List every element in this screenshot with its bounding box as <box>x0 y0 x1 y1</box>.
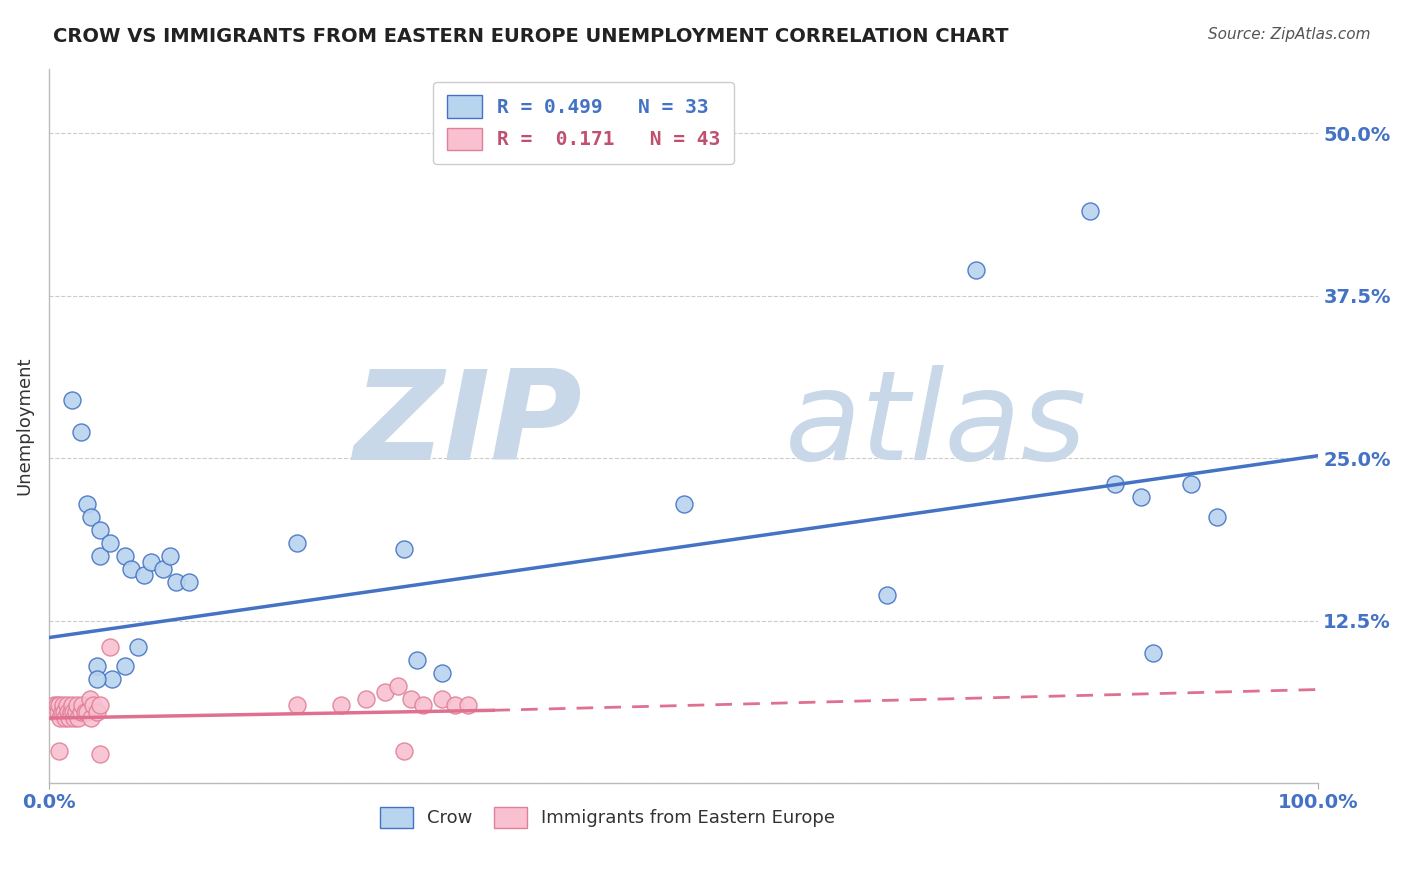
Point <box>127 640 149 654</box>
Point <box>48 698 70 712</box>
Point <box>406 652 429 666</box>
Point <box>139 555 162 569</box>
Text: ZIP: ZIP <box>353 366 582 486</box>
Point <box>76 497 98 511</box>
Point <box>98 640 121 654</box>
Point <box>98 535 121 549</box>
Point <box>65 705 87 719</box>
Point <box>394 743 416 757</box>
Point <box>444 698 467 712</box>
Point <box>101 672 124 686</box>
Point <box>89 549 111 563</box>
Point <box>152 562 174 576</box>
Point <box>412 698 434 712</box>
Point <box>165 574 187 589</box>
Point <box>46 705 69 719</box>
Point <box>89 698 111 712</box>
Legend: Crow, Immigrants from Eastern Europe: Crow, Immigrants from Eastern Europe <box>373 799 842 835</box>
Point <box>60 698 83 712</box>
Point <box>177 574 200 589</box>
Y-axis label: Unemployment: Unemployment <box>15 357 32 495</box>
Point <box>52 698 75 712</box>
Point <box>70 698 93 712</box>
Point <box>121 562 143 576</box>
Text: atlas: atlas <box>785 366 1087 486</box>
Point <box>285 698 308 712</box>
Point <box>1104 477 1126 491</box>
Point <box>432 691 454 706</box>
Point <box>134 568 156 582</box>
Point <box>66 698 89 712</box>
Point <box>44 705 66 719</box>
Point <box>56 705 79 719</box>
Point <box>374 685 396 699</box>
Point <box>48 743 70 757</box>
Point <box>60 392 83 407</box>
Point <box>89 523 111 537</box>
Point <box>80 509 103 524</box>
Point <box>51 705 73 719</box>
Point <box>59 705 82 719</box>
Point <box>49 711 72 725</box>
Point <box>1078 204 1101 219</box>
Point <box>356 691 378 706</box>
Point <box>42 698 65 712</box>
Point <box>876 588 898 602</box>
Point <box>89 747 111 762</box>
Point <box>67 711 90 725</box>
Point <box>63 711 86 725</box>
Text: CROW VS IMMIGRANTS FROM EASTERN EUROPE UNEMPLOYMENT CORRELATION CHART: CROW VS IMMIGRANTS FROM EASTERN EUROPE U… <box>53 27 1010 45</box>
Point <box>394 542 416 557</box>
Point <box>76 705 98 719</box>
Point <box>1142 646 1164 660</box>
Point <box>86 672 108 686</box>
Point <box>82 698 104 712</box>
Point <box>114 659 136 673</box>
Point <box>55 698 77 712</box>
Point <box>159 549 181 563</box>
Point <box>80 711 103 725</box>
Point <box>69 425 91 440</box>
Point <box>1180 477 1202 491</box>
Point <box>114 549 136 563</box>
Point <box>45 698 67 712</box>
Point <box>399 691 422 706</box>
Point <box>55 711 77 725</box>
Point <box>672 497 695 511</box>
Point <box>69 705 91 719</box>
Point <box>58 711 80 725</box>
Point <box>1205 509 1227 524</box>
Point <box>329 698 352 712</box>
Point <box>285 535 308 549</box>
Point <box>965 263 987 277</box>
Point <box>53 705 76 719</box>
Point <box>387 679 409 693</box>
Point <box>432 665 454 680</box>
Point <box>86 659 108 673</box>
Point <box>79 691 101 706</box>
Text: Source: ZipAtlas.com: Source: ZipAtlas.com <box>1208 27 1371 42</box>
Point <box>62 705 84 719</box>
Point <box>1129 490 1152 504</box>
Point <box>457 698 479 712</box>
Point <box>73 705 96 719</box>
Point <box>86 705 108 719</box>
